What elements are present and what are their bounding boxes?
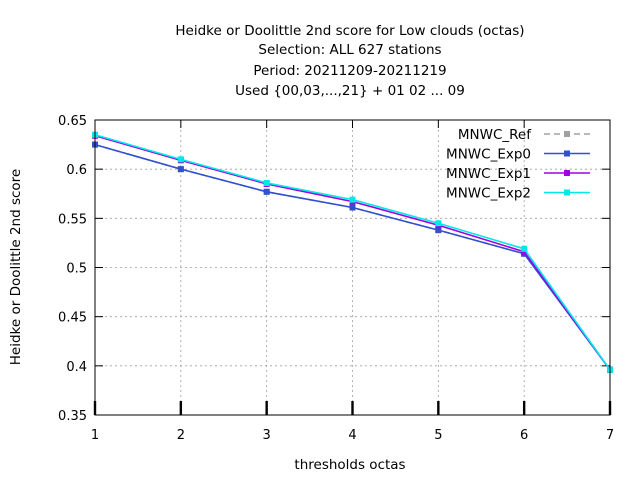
title-line-4: Used {00,03,...,21} + 01 02 ... 09: [235, 83, 465, 99]
title-line-1: Heidke or Doolittle 2nd score for Low cl…: [175, 23, 524, 39]
data-point: [263, 179, 270, 186]
legend-marker: [564, 131, 570, 137]
y-tick-label: 0.4: [66, 360, 87, 375]
data-point: [177, 166, 184, 173]
data-point: [349, 196, 356, 203]
legend: MNWC_Ref MNWC_Exp0 MNWC_Exp1 MNWC_Exp2: [446, 127, 590, 202]
legend-item: MNWC_Ref: [458, 127, 590, 143]
x-axis-label: thresholds octas: [294, 457, 405, 473]
legend-label: MNWC_Exp1: [446, 166, 531, 182]
x-tick-label: 6: [520, 428, 528, 443]
plot-border: [94, 119, 611, 416]
x-tick-label: 7: [606, 428, 614, 443]
legend-marker: [564, 150, 570, 157]
data-point: [435, 227, 442, 234]
data-point: [263, 188, 270, 195]
x-tick-label: 4: [348, 428, 356, 443]
legend-marker: [564, 170, 570, 176]
y-tick-label: 0.6: [66, 163, 87, 178]
legend-item: MNWC_Exp0: [446, 147, 590, 163]
y-tick-label: 0.35: [58, 409, 87, 424]
data-point: [177, 156, 184, 163]
legend-label: MNWC_Exp0: [446, 147, 531, 163]
y-axis-label: Heidke or Doolittle 2nd score: [8, 169, 24, 365]
y-tick-label: 0.45: [58, 311, 87, 326]
x-tick-label: 1: [91, 428, 99, 443]
legend-marker: [564, 189, 570, 196]
data-point: [521, 245, 528, 252]
data-point: [435, 220, 442, 227]
y-tick-label: 0.55: [58, 212, 87, 227]
grid: [94, 119, 611, 416]
title-line-2: Selection: ALL 627 stations: [258, 42, 441, 58]
x-tick-label: 2: [177, 428, 185, 443]
ticks: 0.35 0.4 0.45 0.5 0.55 0.6 0.65 1 2 3 4 5 6 7: [58, 114, 614, 443]
x-tick-label: 5: [434, 428, 442, 443]
title-line-3: Period: 20211209-20211219: [253, 63, 446, 79]
y-tick-label: 0.65: [58, 114, 87, 129]
legend-label: MNWC_Exp2: [446, 186, 531, 202]
x-tick-label: 3: [263, 428, 271, 443]
legend-item: MNWC_Exp2: [446, 186, 590, 202]
legend-item: MNWC_Exp1: [446, 166, 590, 182]
data-point: [349, 204, 356, 211]
legend-label: MNWC_Ref: [458, 127, 532, 143]
chart-title: Heidke or Doolittle 2nd score for Low cl…: [175, 23, 524, 99]
y-tick-label: 0.5: [66, 262, 87, 277]
